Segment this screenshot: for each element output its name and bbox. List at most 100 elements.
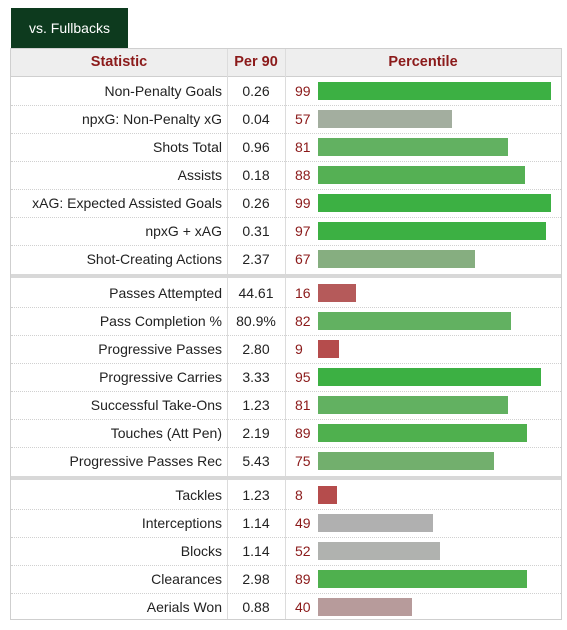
per90-value: 0.96 xyxy=(242,139,270,155)
row-divider xyxy=(11,245,561,247)
percentile-value: 99 xyxy=(295,195,311,211)
row-divider xyxy=(11,593,561,595)
statistic-label[interactable]: Progressive Passes Rec xyxy=(69,453,222,469)
per90-value: 1.14 xyxy=(242,515,270,531)
row-divider xyxy=(11,363,561,365)
table-row: Interceptions 1.14 49 xyxy=(11,509,561,537)
per90-value: 2.19 xyxy=(242,425,270,441)
statistic-label[interactable]: Tackles xyxy=(175,487,222,503)
percentile-bar xyxy=(318,284,356,302)
percentile-value: 57 xyxy=(295,111,311,127)
statistic-label[interactable]: Touches (Att Pen) xyxy=(110,425,222,441)
per90-value: 0.26 xyxy=(242,195,270,211)
row-divider xyxy=(11,537,561,539)
per90-value: 2.37 xyxy=(242,251,270,267)
percentile-bar xyxy=(318,82,551,100)
percentile-value: 97 xyxy=(295,223,311,239)
row-divider xyxy=(11,217,561,219)
percentile-bar xyxy=(318,514,433,532)
group-separator xyxy=(11,274,561,278)
percentile-bar xyxy=(318,222,546,240)
row-divider xyxy=(11,391,561,393)
row-divider xyxy=(11,189,561,191)
percentile-bar xyxy=(318,486,337,504)
percentile-value: 81 xyxy=(295,397,311,413)
percentile-bar xyxy=(318,396,508,414)
per90-value: 1.23 xyxy=(242,487,270,503)
per90-value: 0.31 xyxy=(242,223,270,239)
table-row: Aerials Won 0.88 40 xyxy=(11,593,561,621)
row-divider xyxy=(11,161,561,163)
percentile-value: 16 xyxy=(295,285,311,301)
row-divider xyxy=(11,133,561,135)
per90-value: 0.26 xyxy=(242,83,270,99)
header-per90[interactable]: Per 90 xyxy=(234,54,278,70)
percentile-value: 82 xyxy=(295,313,311,329)
statistic-label[interactable]: npxG: Non-Penalty xG xyxy=(81,111,222,127)
percentile-bar xyxy=(318,424,527,442)
statistic-label[interactable]: Shot-Creating Actions xyxy=(86,251,222,267)
tab-vs-fullbacks[interactable]: vs. Fullbacks xyxy=(11,8,128,48)
statistic-label[interactable]: Progressive Carries xyxy=(99,369,222,385)
percentile-bar xyxy=(318,138,508,156)
percentile-value: 75 xyxy=(295,453,311,469)
percentile-bar xyxy=(318,110,452,128)
percentile-bar xyxy=(318,340,339,358)
header-statistic[interactable]: Statistic xyxy=(90,54,148,70)
statistic-label[interactable]: xAG: Expected Assisted Goals xyxy=(32,195,222,211)
statistic-label[interactable]: Shots Total xyxy=(152,139,222,155)
group-separator xyxy=(11,476,561,480)
statistic-label[interactable]: Assists xyxy=(177,167,222,183)
percentile-value: 81 xyxy=(295,139,311,155)
per90-value: 44.61 xyxy=(238,285,274,301)
percentile-value: 9 xyxy=(295,341,303,357)
column-divider xyxy=(227,49,228,619)
per90-value: 0.04 xyxy=(242,111,270,127)
percentile-bar xyxy=(318,452,494,470)
row-divider xyxy=(11,307,561,309)
row-divider xyxy=(11,419,561,421)
per90-value: 2.80 xyxy=(242,341,270,357)
table-row: npxG: Non-Penalty xG 0.04 57 xyxy=(11,105,561,133)
per90-value: 1.23 xyxy=(242,397,270,413)
header-percentile[interactable]: Percentile xyxy=(388,54,458,70)
statistic-label[interactable]: Progressive Passes xyxy=(98,341,222,357)
table-row: Pass Completion % 80.9% 82 xyxy=(11,307,561,335)
table-row: Non-Penalty Goals 0.26 99 xyxy=(11,77,561,105)
statistic-label[interactable]: Passes Attempted xyxy=(109,285,222,301)
table-row: Successful Take-Ons 1.23 81 xyxy=(11,391,561,419)
statistic-label[interactable]: Pass Completion % xyxy=(99,313,222,329)
percentile-bar xyxy=(318,542,440,560)
percentile-value: 8 xyxy=(295,487,303,503)
statistic-label[interactable]: Non-Penalty Goals xyxy=(104,83,222,99)
statistic-label[interactable]: Successful Take-Ons xyxy=(90,397,222,413)
statistic-label[interactable]: Interceptions xyxy=(141,515,222,531)
per90-value: 0.88 xyxy=(242,599,270,615)
percentile-bar xyxy=(318,166,525,184)
table-row: Progressive Passes 2.80 9 xyxy=(11,335,561,363)
table-row: Shots Total 0.96 81 xyxy=(11,133,561,161)
statistic-label[interactable]: Clearances xyxy=(151,571,222,587)
per90-value: 3.33 xyxy=(242,369,270,385)
per90-value: 5.43 xyxy=(242,453,270,469)
percentile-bar xyxy=(318,368,541,386)
row-divider xyxy=(11,105,561,107)
table-row: Tackles 1.23 8 xyxy=(11,481,561,509)
table-row: npxG + xAG 0.31 97 xyxy=(11,217,561,245)
table-row: xAG: Expected Assisted Goals 0.26 99 xyxy=(11,189,561,217)
row-divider xyxy=(11,335,561,337)
table-row: Progressive Carries 3.33 95 xyxy=(11,363,561,391)
per90-value: 80.9% xyxy=(236,313,276,329)
percentile-value: 89 xyxy=(295,425,311,441)
table-row: Progressive Passes Rec 5.43 75 xyxy=(11,447,561,475)
table-row: Clearances 2.98 89 xyxy=(11,565,561,593)
percentile-bar xyxy=(318,194,551,212)
row-divider xyxy=(11,565,561,567)
statistic-label[interactable]: npxG + xAG xyxy=(145,223,222,239)
percentile-table: Statistic Per 90 Percentile Non-Penalty … xyxy=(10,48,562,620)
table-row: Assists 0.18 88 xyxy=(11,161,561,189)
row-divider xyxy=(11,509,561,511)
statistic-label[interactable]: Aerials Won xyxy=(146,599,222,615)
statistic-label[interactable]: Blocks xyxy=(180,543,222,559)
table-row: Touches (Att Pen) 2.19 89 xyxy=(11,419,561,447)
